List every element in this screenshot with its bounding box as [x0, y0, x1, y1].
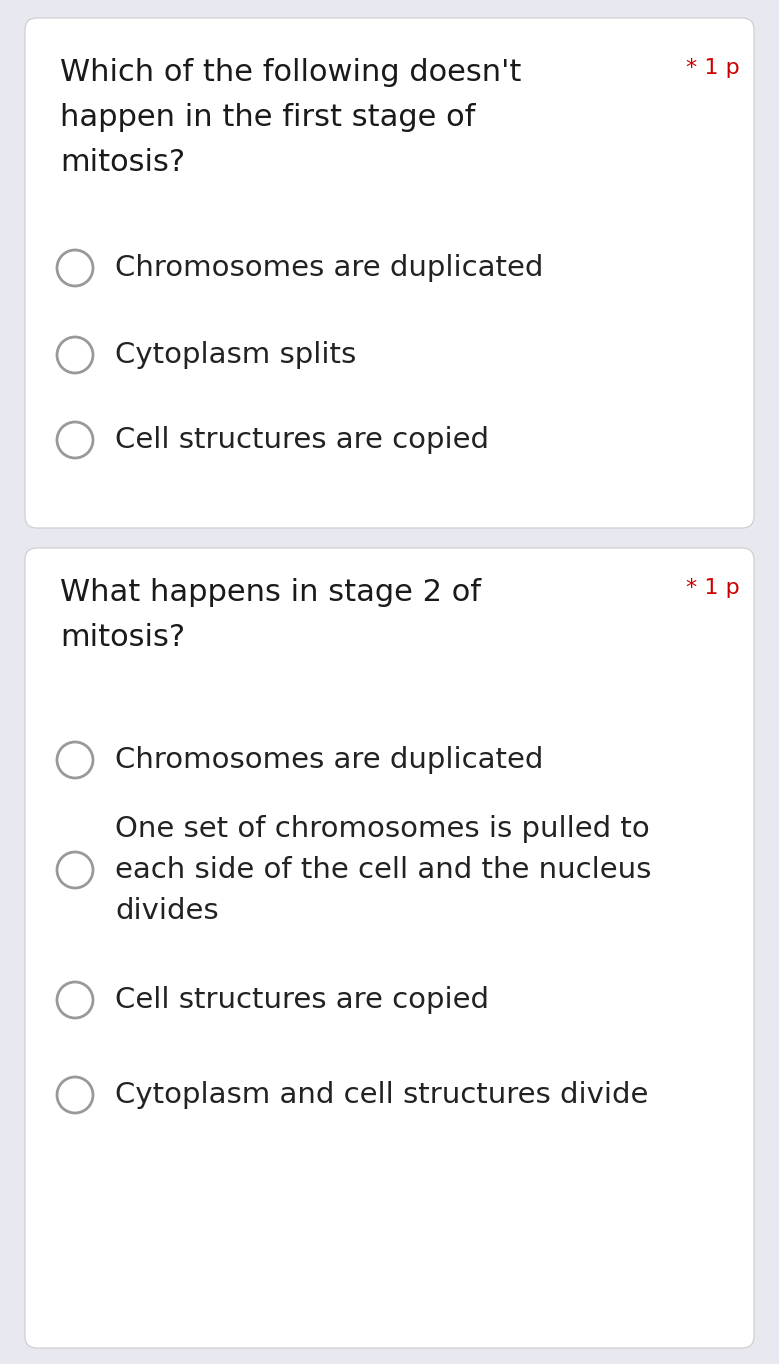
Circle shape [57, 852, 93, 888]
Circle shape [57, 982, 93, 1018]
Text: Cytoplasm splits: Cytoplasm splits [115, 341, 356, 370]
Circle shape [57, 421, 93, 458]
Text: Chromosomes are duplicated: Chromosomes are duplicated [115, 746, 544, 773]
Circle shape [57, 250, 93, 286]
FancyBboxPatch shape [25, 548, 754, 1348]
Circle shape [57, 1078, 93, 1113]
Text: Cytoplasm and cell structures divide: Cytoplasm and cell structures divide [115, 1082, 648, 1109]
Text: * 1 p: * 1 p [686, 59, 740, 78]
Text: Cell structures are copied: Cell structures are copied [115, 426, 489, 454]
Circle shape [57, 742, 93, 777]
Text: * 1 p: * 1 p [686, 578, 740, 597]
FancyBboxPatch shape [25, 18, 754, 528]
Text: Chromosomes are duplicated: Chromosomes are duplicated [115, 254, 544, 282]
Circle shape [57, 337, 93, 372]
Text: Which of the following doesn't
happen in the first stage of
mitosis?: Which of the following doesn't happen in… [60, 59, 521, 177]
Text: What happens in stage 2 of
mitosis?: What happens in stage 2 of mitosis? [60, 578, 481, 652]
Text: Cell structures are copied: Cell structures are copied [115, 986, 489, 1013]
Text: One set of chromosomes is pulled to
each side of the cell and the nucleus
divide: One set of chromosomes is pulled to each… [115, 814, 651, 925]
